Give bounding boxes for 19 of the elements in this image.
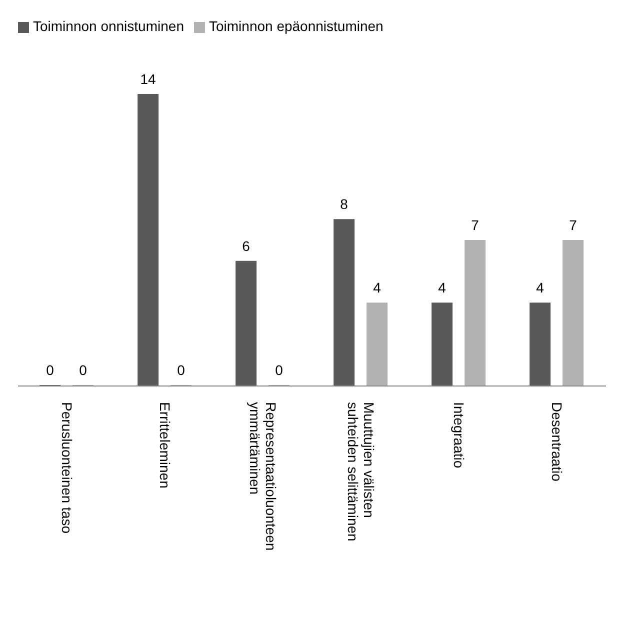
data-label: 4 <box>536 280 544 296</box>
data-label: 14 <box>140 71 156 87</box>
data-label: 0 <box>46 362 54 378</box>
x-tick-label: Integraatio <box>451 402 467 468</box>
x-tick-label: Desentraatio <box>549 402 565 482</box>
data-label: 0 <box>275 362 284 378</box>
data-label: 0 <box>177 362 186 378</box>
legend-label: Toiminnon epäonnistuminen <box>208 18 384 34</box>
x-tick-label: Representaatioluonteen ymmärtäminen <box>247 402 279 551</box>
data-label: 4 <box>373 280 382 296</box>
data-label: 4 <box>438 280 446 296</box>
data-label: 6 <box>242 238 250 254</box>
x-tick-label: Erritteleminen <box>157 402 173 488</box>
data-label: 7 <box>471 217 480 233</box>
data-label: 8 <box>340 196 348 212</box>
legend-label: Toiminnon onnistuminen <box>33 18 184 34</box>
data-label: 0 <box>79 362 88 378</box>
data-label: 7 <box>569 217 578 233</box>
x-tick-label: Perusluonteinen taso <box>59 402 75 534</box>
